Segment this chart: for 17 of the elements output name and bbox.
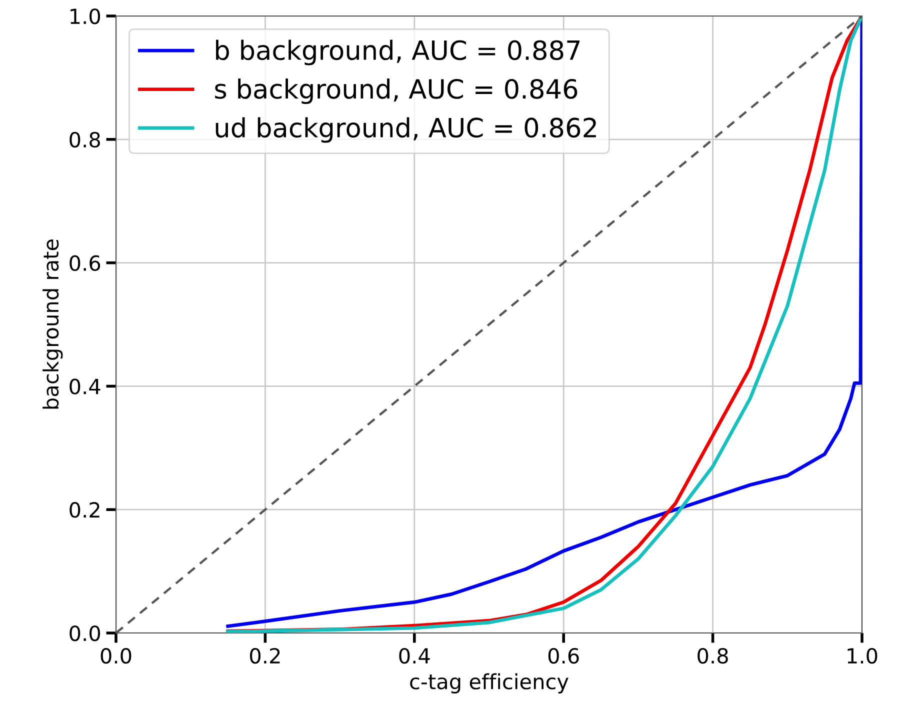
legend-label: s background, AUC = 0.846 [215, 78, 578, 104]
y-axis-title: background rate [42, 240, 63, 409]
x-tick-label: 0.8 [698, 648, 728, 664]
y-tick-label: 0.4 [70, 378, 100, 394]
y-tick-label: 0.8 [70, 132, 100, 148]
x-tick-label: 0.2 [250, 648, 280, 664]
legend-label: b background, AUC = 0.887 [216, 40, 580, 66]
x-axis-title: c-tag efficiency [410, 673, 568, 694]
x-tick-label: 0.6 [548, 648, 579, 664]
y-tick-label: 0.0 [70, 625, 100, 642]
x-tick-label: 1.0 [848, 648, 878, 664]
x-tick-label: 0.0 [100, 648, 132, 664]
legend-label: ud background, AUC = 0.862 [216, 117, 596, 143]
y-tick-label: 1.0 [70, 8, 100, 24]
y-tick-label: 0.2 [70, 502, 100, 518]
y-tick-label: 0.6 [70, 255, 100, 272]
x-tick-label: 0.4 [399, 648, 430, 664]
